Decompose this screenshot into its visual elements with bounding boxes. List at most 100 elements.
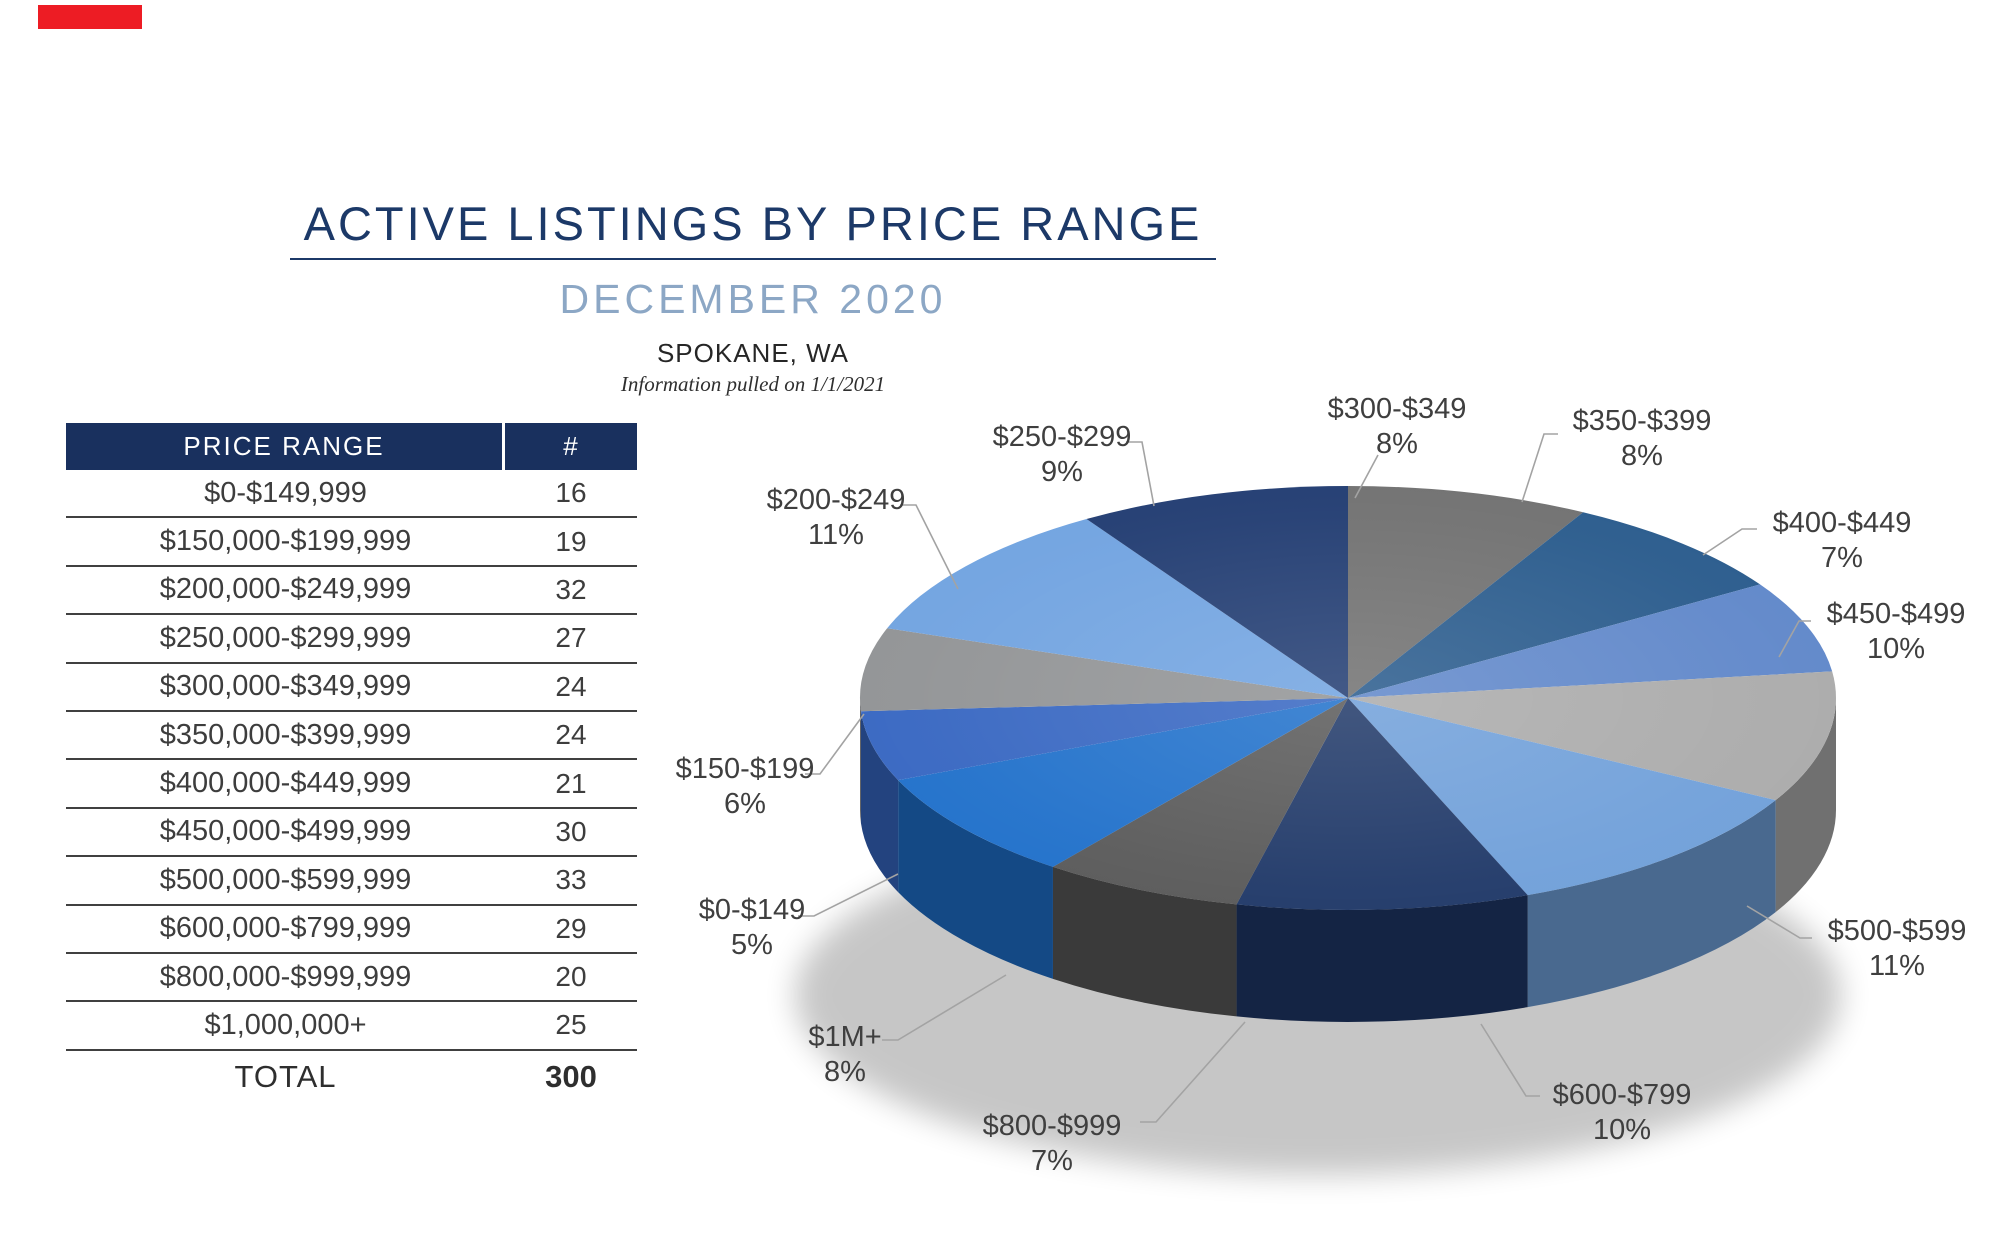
- pie-side-walls: [860, 698, 1836, 1022]
- slice-label: $200-$249: [767, 484, 906, 516]
- slice-percent: 10%: [1593, 1114, 1651, 1146]
- leader-line-$150-$199: [805, 713, 865, 775]
- table-row: $200,000-$249,999 32: [66, 567, 637, 616]
- leader-line-$1M+: [882, 974, 1007, 1041]
- leader-line-$200-$249: [900, 504, 959, 590]
- count-cell: 24: [555, 719, 587, 751]
- title-underline: [290, 258, 1216, 260]
- pie-wall-$450-$499: [1775, 698, 1836, 913]
- slice-percent: 10%: [1867, 633, 1925, 665]
- price-range-cell: $800,000-$999,999: [159, 960, 412, 993]
- price-range-cell: $0-$149,999: [204, 476, 367, 509]
- leader-line-$800-$999: [1140, 1021, 1246, 1123]
- pie-top-sheen: [860, 486, 1836, 910]
- table-row: $800,000-$999,999 20: [66, 954, 637, 1003]
- column-header-count: #: [505, 423, 637, 470]
- count-cell: 25: [555, 1009, 587, 1041]
- price-range-cell: $600,000-$799,999: [159, 912, 412, 945]
- count-cell: 24: [555, 670, 587, 702]
- leader-line-$450-$499: [1778, 620, 1811, 658]
- slice-percent: 11%: [808, 519, 864, 551]
- leader-line-$400-$449: [1702, 528, 1757, 556]
- table-row: $250,000-$299,999 27: [66, 615, 637, 664]
- slice-label: $250-$299: [993, 421, 1132, 453]
- price-range-cell: $150,000-$199,999: [159, 525, 412, 558]
- slice-label: $400-$449: [1773, 507, 1912, 539]
- slice-percent: 5%: [731, 929, 773, 961]
- data-pull-note: Information pulled on 1/1/2021: [620, 372, 886, 396]
- leader-line-$0-$149: [798, 873, 899, 917]
- page-title: ACTIVE LISTINGS BY PRICE RANGE: [303, 197, 1203, 250]
- price-range-cell: $500,000-$599,999: [159, 863, 412, 896]
- table-row: $450,000-$499,999 30: [66, 809, 637, 858]
- table-row: $1,000,000+ 25: [66, 1002, 637, 1051]
- leader-line-$600-$799: [1480, 1023, 1540, 1097]
- slice-percent: 9%: [1041, 456, 1083, 488]
- slice-label: $500-$599: [1828, 915, 1967, 947]
- count-cell: 29: [555, 912, 587, 944]
- table-row: $300,000-$349,999 24: [66, 664, 637, 712]
- slice-label: $450-$499: [1827, 598, 1966, 630]
- report-month: DECEMBER 2020: [559, 276, 947, 322]
- slice-percent: 8%: [824, 1056, 866, 1088]
- pie-callout-labels: $300-$3498%$350-$3998%$400-$4497%$450-$4…: [676, 393, 1967, 1177]
- report-location: SPOKANE, WA: [656, 338, 850, 368]
- total-value: 300: [545, 1058, 597, 1094]
- slice-percent: 7%: [1031, 1145, 1073, 1177]
- price-range-cell: $400,000-$449,999: [159, 767, 412, 800]
- leader-line-$300-$349: [1354, 454, 1379, 499]
- price-range-cell: $450,000-$499,999: [159, 815, 412, 848]
- price-range-cell: $350,000-$399,999: [159, 718, 412, 751]
- slice-percent: 8%: [1621, 440, 1663, 472]
- pie-wall-$1M+: [898, 780, 1053, 979]
- table-row: $500,000-$599,999 33: [66, 857, 637, 906]
- pie-highlight: [860, 486, 1836, 910]
- pie-wall-$600-$799: [1236, 895, 1528, 1022]
- slice-label: $300-$349: [1328, 393, 1467, 425]
- slice-label: $150-$199: [676, 753, 815, 785]
- table-header-row: PRICE RANGE #: [66, 423, 637, 470]
- table-row: $0-$149,999 16: [66, 470, 637, 519]
- count-cell: 30: [555, 815, 587, 847]
- table-total-row: TOTAL 300: [66, 1051, 637, 1103]
- table-row: $350,000-$399,999 24: [66, 712, 637, 761]
- price-range-table: PRICE RANGE # $0-$149,999 16 $150,000-$199…: [66, 423, 637, 1103]
- slice-label: $1M+: [808, 1021, 881, 1053]
- leader-line-$500-$599: [1746, 905, 1812, 939]
- pie-wall-$500-$599: [1527, 800, 1776, 1008]
- pie-wall-$800-$999: [1052, 866, 1237, 1017]
- slice-percent: 8%: [1376, 428, 1418, 460]
- price-range-cell: $250,000-$299,999: [159, 621, 412, 654]
- column-header-price-range: PRICE RANGE: [66, 423, 502, 470]
- count-cell: 16: [555, 477, 587, 509]
- count-cell: 32: [555, 573, 587, 605]
- leader-line-$250-$299: [1126, 441, 1155, 507]
- slice-percent: 7%: [1821, 542, 1863, 574]
- count-cell: 21: [555, 767, 587, 799]
- column-divider: [502, 423, 505, 470]
- slice-label: $600-$799: [1553, 1079, 1692, 1111]
- pie-wall-$0-$149: [860, 711, 899, 893]
- pie-wall-$150-$199: [860, 698, 861, 824]
- price-range-cell: $300,000-$349,999: [159, 670, 412, 703]
- count-cell: 20: [555, 961, 587, 993]
- slice-label: $0-$149: [699, 894, 805, 926]
- brand-accent-bar: [38, 5, 142, 29]
- table-row: $150,000-$199,999 19: [66, 518, 637, 567]
- total-label: TOTAL: [234, 1058, 337, 1094]
- table-row: $600,000-$799,999 29: [66, 906, 637, 954]
- count-cell: 19: [555, 525, 587, 557]
- slice-percent: 11%: [1869, 950, 1925, 982]
- slice-label: $350-$399: [1573, 405, 1712, 437]
- table-row: $400,000-$449,999 21: [66, 760, 637, 809]
- leader-line-$350-$399: [1521, 433, 1558, 503]
- table-body: $0-$149,999 16 $150,000-$199,999 19 $200,000…: [66, 470, 637, 1051]
- count-cell: 27: [555, 622, 587, 654]
- slice-percent: 6%: [724, 788, 766, 820]
- price-range-cell: $1,000,000+: [204, 1008, 367, 1041]
- price-range-cell: $200,000-$249,999: [159, 573, 412, 606]
- slice-label: $800-$999: [983, 1110, 1122, 1142]
- count-cell: 33: [555, 864, 587, 896]
